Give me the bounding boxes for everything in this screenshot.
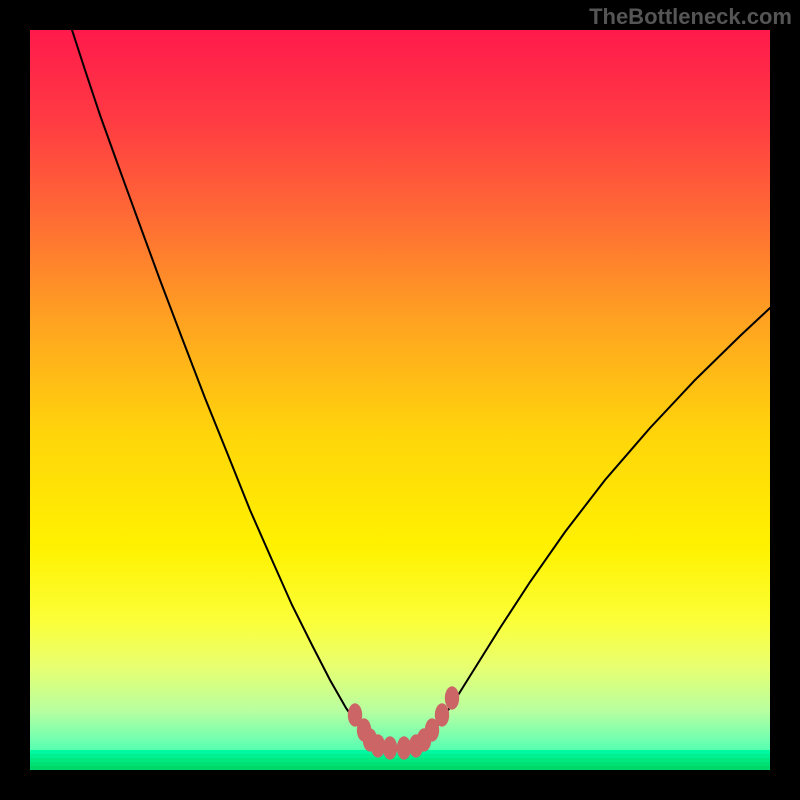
marker-dot	[383, 736, 397, 759]
gradient-background	[30, 30, 770, 770]
watermark-text: TheBottleneck.com	[589, 4, 792, 30]
bottleneck-chart	[30, 30, 770, 770]
marker-dot	[445, 686, 459, 709]
plot-container	[30, 30, 770, 770]
marker-dot	[435, 703, 449, 726]
